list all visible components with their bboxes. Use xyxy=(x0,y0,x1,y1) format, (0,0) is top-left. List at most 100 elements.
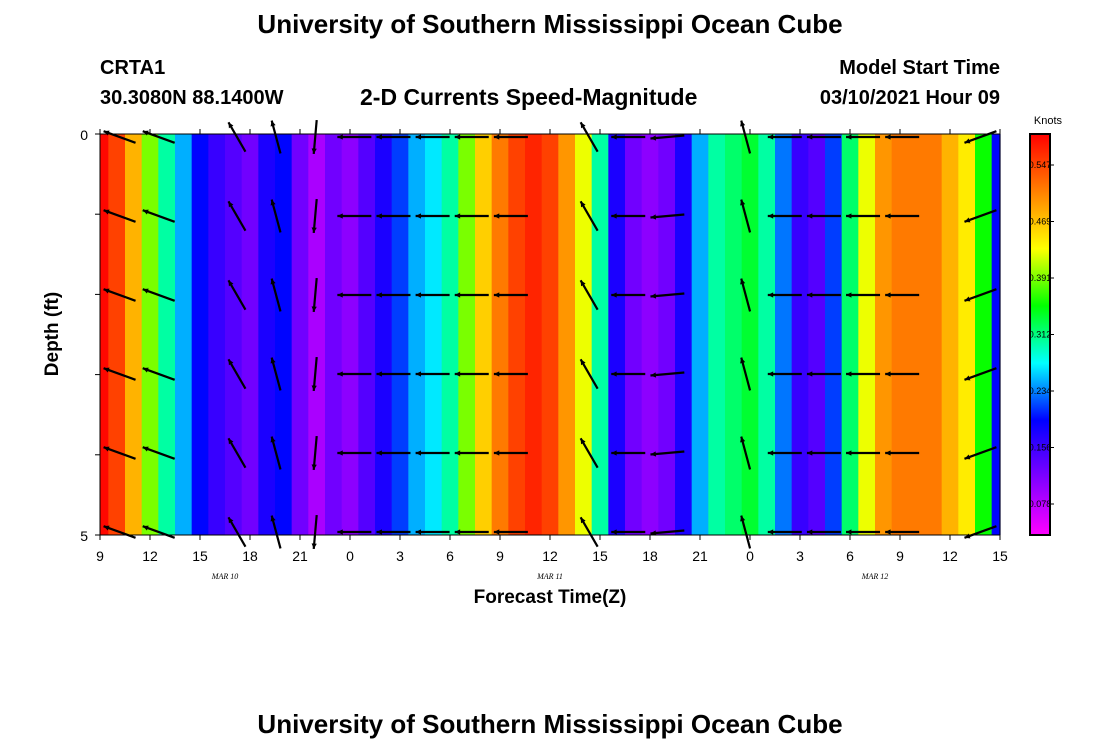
current-vector xyxy=(740,515,752,549)
current-vector xyxy=(740,436,752,470)
current-vector xyxy=(740,199,752,233)
current-vector xyxy=(493,450,528,456)
heatmap-cell xyxy=(591,134,609,535)
current-vector xyxy=(337,371,372,377)
current-vector xyxy=(311,435,318,471)
current-vector xyxy=(650,450,685,457)
current-vector xyxy=(142,288,176,302)
current-vector xyxy=(611,292,646,298)
x-tick-label: 0 xyxy=(746,548,754,564)
current-vector xyxy=(846,292,881,298)
current-vector xyxy=(142,209,176,223)
current-vector xyxy=(579,437,599,469)
heatmap-cell xyxy=(225,134,243,535)
current-vector xyxy=(650,529,685,536)
current-vector xyxy=(650,134,685,141)
heatmap-cell xyxy=(308,134,326,535)
current-vector xyxy=(885,529,920,535)
heatmap-cell xyxy=(291,134,309,535)
heatmap-cell xyxy=(175,134,193,535)
x-tick-label: 12 xyxy=(142,548,158,564)
current-vector xyxy=(311,198,318,234)
current-vector xyxy=(885,292,920,298)
heatmap-cell xyxy=(941,134,959,535)
current-vector xyxy=(415,213,450,219)
x-tick-label: 6 xyxy=(446,548,454,564)
heatmap-cell xyxy=(358,134,376,535)
current-vector xyxy=(611,134,646,140)
current-vector xyxy=(493,529,528,535)
heatmap-cell xyxy=(191,134,209,535)
heatmap-cell xyxy=(725,134,743,535)
model-start-value: 03/10/2021 Hour 09 xyxy=(819,87,1000,109)
current-vector xyxy=(846,213,881,219)
x-tick-label: 18 xyxy=(642,548,658,564)
current-vector xyxy=(227,200,247,232)
date-label: MAR 12 xyxy=(861,572,888,581)
heatmap-cell xyxy=(441,134,459,535)
current-vector xyxy=(337,134,372,140)
date-label: MAR 11 xyxy=(536,572,563,581)
heatmap-cell xyxy=(791,134,809,535)
heatmap-cell xyxy=(508,134,526,535)
current-vector xyxy=(415,371,450,377)
current-vector xyxy=(103,525,136,539)
x-tick-label: 9 xyxy=(496,548,504,564)
heatmap-cell xyxy=(758,134,776,535)
current-vector xyxy=(337,450,372,456)
current-vector xyxy=(767,134,802,140)
current-vector xyxy=(767,292,802,298)
current-vector xyxy=(806,371,841,377)
current-vector xyxy=(579,200,599,232)
current-vector xyxy=(846,450,881,456)
current-vector xyxy=(454,450,489,456)
footer-title: University of Southern Mississippi Ocean… xyxy=(257,709,843,739)
heatmap-cell xyxy=(841,134,859,535)
current-vector xyxy=(376,450,411,456)
current-vector xyxy=(311,119,318,155)
heatmap-cell xyxy=(458,134,476,535)
heatmap-cell xyxy=(375,134,393,535)
y-axis: 05 xyxy=(80,127,100,544)
current-vector xyxy=(415,292,450,298)
current-vector xyxy=(337,292,372,298)
current-vector xyxy=(579,121,599,153)
x-tick-label: 3 xyxy=(396,548,404,564)
current-vector xyxy=(964,446,997,460)
current-vector xyxy=(846,529,881,535)
current-vector xyxy=(415,529,450,535)
current-vector xyxy=(227,121,247,153)
current-vector xyxy=(885,450,920,456)
x-tick-label: 21 xyxy=(292,548,308,564)
colorbar-tick-label: 0.312 xyxy=(1029,330,1052,340)
current-vector xyxy=(415,134,450,140)
heatmap-cell xyxy=(525,134,543,535)
current-vector xyxy=(454,529,489,535)
current-vector xyxy=(227,437,247,469)
current-vector xyxy=(611,450,646,456)
y-axis-label: Depth (ft) xyxy=(42,292,63,376)
current-vector xyxy=(454,371,489,377)
heatmap-cell xyxy=(625,134,643,535)
current-vector xyxy=(103,288,136,302)
colorbar-tick-label: 0.547 xyxy=(1029,160,1052,170)
current-vector xyxy=(767,450,802,456)
current-vector xyxy=(454,134,489,140)
heatmap-cell xyxy=(491,134,509,535)
x-tick-label: 15 xyxy=(592,548,608,564)
current-vector xyxy=(142,446,176,460)
main-title: University of Southern Mississippi Ocean… xyxy=(257,9,843,39)
current-vector xyxy=(767,371,802,377)
current-vector xyxy=(806,450,841,456)
current-vector xyxy=(846,134,881,140)
x-tick-label: 15 xyxy=(192,548,208,564)
current-vector xyxy=(142,367,176,381)
y-tick-label: 5 xyxy=(80,528,88,544)
current-vector xyxy=(415,450,450,456)
heatmap-cell xyxy=(541,134,559,535)
heatmap-cell xyxy=(858,134,876,535)
current-vector xyxy=(493,371,528,377)
heatmap-cell xyxy=(675,134,693,535)
current-vector xyxy=(270,515,282,549)
